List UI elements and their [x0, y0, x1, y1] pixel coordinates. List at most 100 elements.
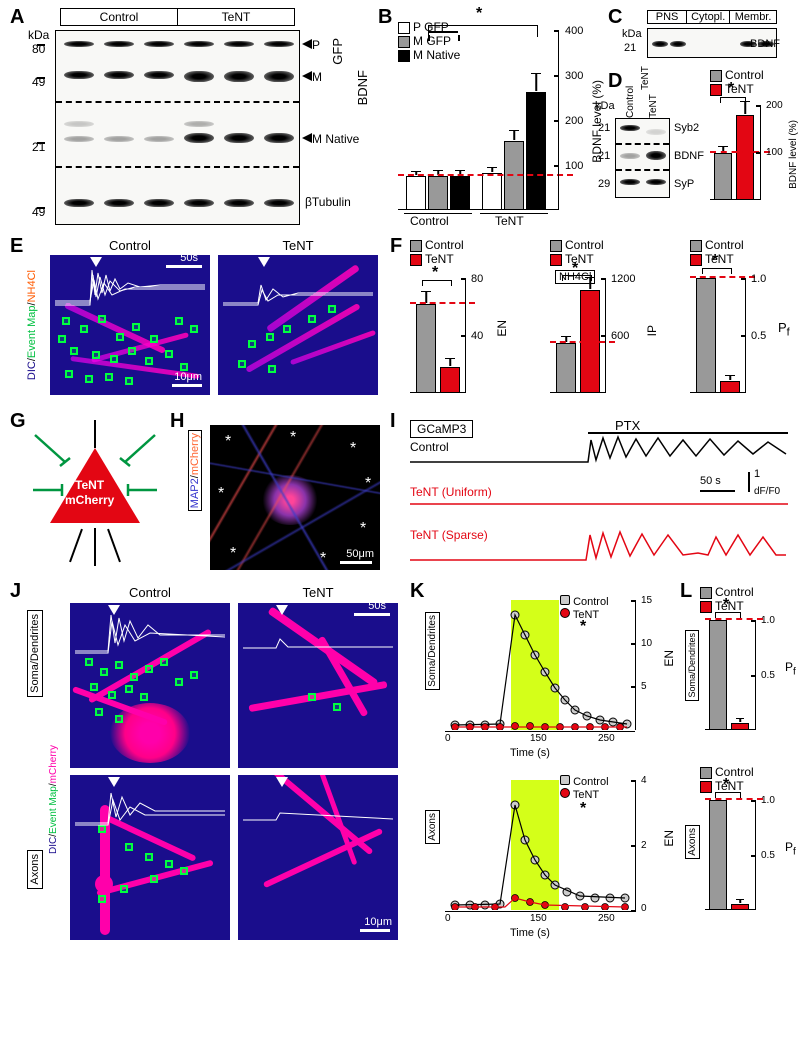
d-y200: 200	[766, 100, 783, 111]
g-diagram: TeNT mCherry	[30, 420, 160, 565]
j-row1-box: Soma/Dendrites	[27, 610, 43, 697]
mw-tick	[37, 207, 45, 209]
stim-marker-icon	[258, 257, 270, 267]
f-en-chart: *	[410, 278, 465, 393]
i-trace-uniform	[408, 490, 793, 510]
e-img-tent	[218, 255, 378, 395]
blot-dash	[56, 166, 299, 168]
f-pf-title: Pf	[778, 320, 790, 339]
syb2-label: Syb2	[674, 122, 699, 134]
panel-a-header: Control TeNT	[60, 8, 295, 26]
panel-b-label: B	[378, 6, 392, 29]
k-leg2: Control TeNT	[560, 775, 609, 801]
ytick-100: 100	[565, 160, 583, 172]
f-en-80: 80	[471, 273, 483, 285]
time-scale-bar	[166, 265, 202, 268]
mw29d: 29	[598, 178, 610, 190]
legend-d: Control TeNT	[710, 68, 764, 96]
mw-tick	[37, 77, 45, 79]
j-row2-box: Axons	[27, 850, 43, 889]
k-x250b: 250	[598, 913, 615, 924]
l-ax-box: Axons	[685, 825, 700, 859]
f-ip-600: 600	[611, 330, 629, 342]
btub-label: βTubulin	[305, 195, 351, 209]
k-ax-y0: 0	[641, 903, 647, 914]
panel-d-label: D	[608, 70, 622, 93]
space-scale-bar	[172, 384, 202, 387]
panel-i-label: I	[390, 410, 396, 433]
bdnf-vlabel-a: BDNF	[355, 70, 370, 105]
h-img: * * * * * * * * 50μm	[210, 425, 380, 570]
arrow-icon	[302, 71, 312, 81]
c-hdr-pns: PNS	[648, 11, 687, 23]
k-y15: 15	[641, 595, 652, 606]
i-time-scale	[700, 490, 735, 492]
k-en2: EN	[662, 830, 676, 847]
f-pf-05: 0.5	[751, 330, 766, 342]
panel-l-label: L	[680, 580, 692, 603]
panel-a-label: A	[10, 6, 24, 29]
panel-c-label: C	[608, 6, 622, 29]
e-hdr-ctrl: Control	[50, 238, 210, 253]
panel-b-chart: *	[398, 75, 558, 210]
h-scale: 50μm	[346, 548, 374, 560]
g-text-mch: mCherry	[65, 493, 114, 507]
e-img-control: 50s 10μm	[50, 255, 210, 395]
f-en-40: 40	[471, 330, 483, 342]
l-soma-star: *	[723, 596, 729, 614]
bdnf-label-d: BDNF	[674, 150, 704, 162]
f-pf-10: 1.0	[751, 273, 766, 285]
d-y100: 100	[766, 147, 783, 158]
syp-label: SyP	[674, 178, 694, 190]
l-y05b: 0.5	[761, 850, 775, 861]
j-hdr-t: TeNT	[238, 585, 398, 600]
j-img-sd-ctrl	[70, 603, 230, 768]
l-pf2: Pf	[785, 840, 796, 857]
swatch-gray	[398, 36, 410, 48]
time-scale-text: 50s	[180, 255, 198, 264]
f-legend: Control TeNT	[410, 238, 464, 266]
l-soma-chart: *	[705, 620, 755, 730]
ytick-200: 200	[565, 115, 583, 127]
k-leg: Control TeNT	[560, 595, 609, 621]
d-blot	[615, 118, 670, 198]
arrow-icon	[302, 39, 312, 49]
f-ip-chart: *	[550, 278, 605, 393]
k-x0: 0	[445, 733, 451, 744]
sig-star-b: *	[476, 5, 482, 23]
baseline-line	[398, 174, 573, 176]
m-label: M	[312, 70, 322, 84]
blot-dash	[56, 101, 299, 103]
panel-g-label: G	[10, 410, 26, 433]
panel-a-blot	[55, 30, 300, 225]
k-x150: 150	[530, 733, 547, 744]
k-y5: 5	[641, 681, 647, 692]
k-ax-y2: 2	[641, 840, 647, 851]
j-side-label: DIC/Event Map/mCherry	[48, 745, 59, 854]
i-y-scale	[748, 472, 750, 492]
f-ip-star: *	[572, 260, 578, 278]
d-hdr: TeNT	[640, 62, 651, 90]
panel-h-label: H	[170, 410, 184, 433]
f-ip-title: IP	[645, 325, 659, 336]
mw21d1: 21	[598, 122, 610, 134]
l-y10b: 1.0	[761, 795, 775, 806]
j-space-scale: 10μm	[364, 916, 392, 928]
d-chart: *	[710, 105, 760, 200]
kda-c: kDa	[622, 28, 642, 40]
panel-k-label: K	[410, 580, 424, 603]
c-hdr-cyto: Cytopl.	[687, 11, 730, 23]
trace-overlay	[218, 255, 378, 310]
i-trace-sparse	[408, 525, 793, 567]
i-y-1: 1	[754, 468, 760, 480]
k-xtitle2: Time (s)	[510, 927, 550, 939]
panel-a-hdr-tent: TeNT	[178, 9, 294, 25]
f-pf-chart: *	[690, 278, 745, 393]
mw-21c: 21	[624, 42, 636, 54]
l-y10a: 1.0	[761, 615, 775, 626]
k-ax-star: *	[580, 800, 586, 818]
i-trace-control	[408, 432, 793, 470]
e-hdr-tent: TeNT	[218, 238, 378, 253]
b-xlabel-tent: TeNT	[495, 214, 524, 228]
ytick-300: 300	[565, 70, 583, 82]
